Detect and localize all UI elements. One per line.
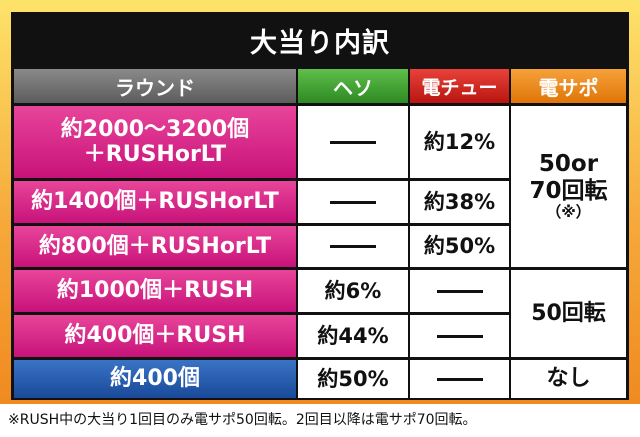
row-label: 約1000個＋RUSH [14, 270, 296, 312]
den-sapo-cell: なし [511, 360, 626, 398]
dash-mark [330, 140, 376, 144]
header-round: ラウンド [14, 69, 296, 103]
den-chu-cell [410, 270, 509, 312]
header-den-chu: 電チュー [410, 69, 509, 103]
dash-mark [330, 245, 376, 248]
den-sapo-line: 50or [538, 151, 599, 178]
heso-cell [298, 226, 408, 267]
den-sapo-cell: 50or 70回転 （※） [511, 106, 626, 267]
heso-cell: 約50% [298, 360, 408, 398]
dash-mark [436, 334, 483, 338]
table-title: 大当り内訳 [250, 27, 390, 59]
den-chu-cell [410, 315, 509, 357]
breakdown-table: 大当り内訳 ラウンド ヘソ 電チュー 電サポ 約2000〜3200個 ＋RUSH… [11, 12, 629, 400]
heso-cell [298, 106, 408, 178]
den-chu-cell: 約50% [410, 226, 509, 267]
den-chu-cell [410, 360, 509, 398]
header-den-sapo: 電サポ [511, 69, 626, 103]
footnote: ※RUSH中の大当り1回目のみ電サポ50回転。2回目以降は電サポ70回転。 [8, 412, 477, 428]
heso-cell: 約6% [298, 270, 408, 312]
row-label: 約400個＋RUSH [14, 315, 296, 357]
row-label-line: 約2000〜3200個 [60, 116, 250, 142]
row-label: 約400個 [14, 360, 296, 398]
row-label: 約800個＋RUSHorLT [14, 226, 296, 267]
den-sapo-cell: 50回転 [511, 270, 626, 357]
den-chu-cell: 約38% [410, 181, 509, 223]
row-label: 約2000〜3200個 ＋RUSHorLT [14, 106, 296, 178]
row-label: 約1400個＋RUSHorLT [14, 181, 296, 223]
heso-cell: 約44% [298, 315, 408, 357]
row-label-line: ＋RUSHorLT [83, 142, 227, 167]
header-heso: ヘソ [298, 69, 408, 103]
dash-mark [436, 289, 483, 293]
dash-mark [330, 200, 376, 204]
dash-mark [436, 377, 483, 381]
den-sapo-line: 70回転 [529, 177, 608, 204]
heso-cell [298, 181, 408, 223]
den-chu-cell: 約12% [410, 106, 509, 178]
den-sapo-note-mark: （※） [546, 203, 591, 222]
